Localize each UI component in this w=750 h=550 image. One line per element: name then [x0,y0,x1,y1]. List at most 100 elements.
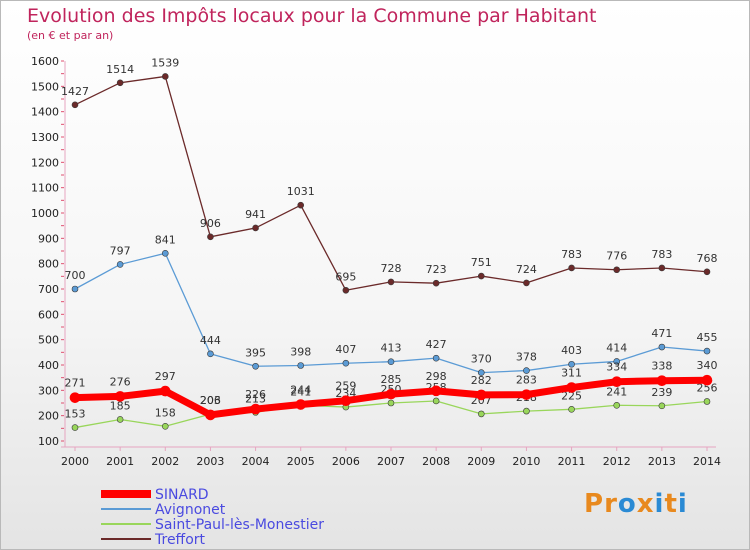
data-label-sinard: 340 [697,359,718,372]
data-label-saint-paul-les-monestier: 225 [561,389,582,402]
data-point-saint-paul-les-monestier [116,416,124,423]
data-label-treffort: 1031 [287,185,315,198]
x-tick-label: 2014 [693,455,721,468]
data-label-sinard: 271 [65,377,86,390]
data-label-sinard: 276 [110,375,131,388]
data-label-sinard: 285 [381,373,402,386]
data-point-sinard [205,409,216,421]
x-tick-label: 2000 [61,455,89,468]
data-label-saint-paul-les-monestier: 256 [697,381,718,394]
data-point-sinard [475,389,487,401]
data-point-treffort [703,268,711,276]
data-label-treffort: 724 [516,263,537,276]
data-point-treffort [161,73,169,80]
data-point-saint-paul-les-monestier [432,397,440,405]
chart-title: Evolution des Impôts locaux pour la Comm… [27,5,597,27]
data-label-treffort: 768 [697,252,718,265]
data-point-treffort [207,233,214,241]
data-label-sinard: 298 [426,370,447,383]
data-label-treffort: 783 [651,248,672,261]
y-tick-label: 200 [38,410,59,423]
data-point-saint-paul-les-monestier [568,406,575,413]
data-label-sinard: 282 [471,374,492,387]
x-tick-label: 2012 [603,455,631,468]
legend-label-treffort: Treffort [154,532,206,548]
x-tick-label: 2010 [512,455,540,468]
data-point-avignonet [703,347,711,355]
data-point-sinard [611,376,623,388]
legend-label-avignonet: Avignonet [155,502,226,518]
y-tick-label: 1200 [31,156,59,169]
logo-letter: P [584,489,605,519]
y-tick-label: 500 [38,334,59,347]
y-tick-label: 1100 [31,182,59,195]
logo-letter: i [677,489,688,519]
data-label-avignonet: 797 [110,244,131,257]
data-point-sinard [430,385,442,397]
data-label-sinard: 283 [516,374,537,387]
legend-label-sinard: SINARD [155,487,209,503]
data-label-saint-paul-les-monestier: 158 [155,406,176,419]
data-point-sinard [114,391,126,402]
data-label-avignonet: 407 [335,343,356,356]
data-point-treffort [342,286,350,294]
data-point-saint-paul-les-monestier [477,410,485,418]
y-tick-label: 1300 [31,131,59,144]
y-tick-label: 300 [38,384,59,397]
x-tick-label: 2011 [558,455,586,468]
data-label-avignonet: 455 [697,331,718,344]
data-label-avignonet: 841 [155,233,176,246]
x-tick-label: 2004 [242,455,270,468]
legend-label-saint-paul-les-monestier: Saint-Paul-lès-Monestier [155,517,324,533]
data-point-avignonet [432,354,440,362]
data-label-avignonet: 395 [245,346,266,359]
data-point-saint-paul-les-monestier [613,401,621,409]
data-point-saint-paul-les-monestier [71,424,79,431]
data-point-sinard [69,392,81,403]
chart-subtitle: (en € et par an) [27,29,114,42]
data-point-sinard [566,382,577,393]
data-point-treffort [613,266,621,274]
data-label-sinard: 297 [155,370,176,383]
data-label-treffort: 1514 [106,63,134,76]
data-point-avignonet [252,362,259,370]
data-label-saint-paul-les-monestier: 206 [200,394,221,407]
data-point-sinard [250,403,261,415]
x-tick-label: 2007 [377,455,405,468]
data-point-avignonet [477,369,485,376]
data-point-sinard [701,374,713,386]
data-point-avignonet [523,367,530,374]
x-tick-label: 2005 [287,455,315,468]
data-point-saint-paul-les-monestier [703,398,711,405]
y-tick-label: 900 [38,232,59,245]
data-point-saint-paul-les-monestier [523,407,530,415]
x-tick-label: 2013 [648,455,676,468]
data-point-avignonet [613,358,621,365]
logo-letter: o [617,489,637,519]
x-tick-label: 2006 [332,455,360,468]
data-label-saint-paul-les-monestier: 241 [290,385,311,398]
data-point-treffort [523,279,530,287]
data-label-saint-paul-les-monestier: 241 [606,385,627,398]
data-label-saint-paul-les-monestier: 153 [65,408,86,421]
y-tick-label: 1400 [31,106,59,119]
data-point-saint-paul-les-monestier [161,423,169,430]
data-label-avignonet: 370 [471,353,492,366]
data-label-avignonet: 398 [290,346,311,359]
data-point-avignonet [71,285,79,293]
data-label-avignonet: 413 [381,342,402,355]
data-label-sinard: 203 [200,394,221,407]
data-point-treffort [477,272,485,280]
data-label-treffort: 1427 [61,85,89,98]
data-label-sinard: 311 [561,367,582,380]
data-label-sinard: 334 [606,361,627,374]
logo-letter: t [664,489,678,519]
data-point-treffort [116,79,124,87]
data-label-sinard: 226 [245,388,266,401]
y-tick-label: 700 [38,283,59,296]
data-label-avignonet: 444 [200,334,221,347]
data-point-treffort [432,279,440,287]
y-tick-label: 600 [38,308,59,321]
data-point-sinard [656,375,668,387]
data-point-avignonet [342,359,350,367]
